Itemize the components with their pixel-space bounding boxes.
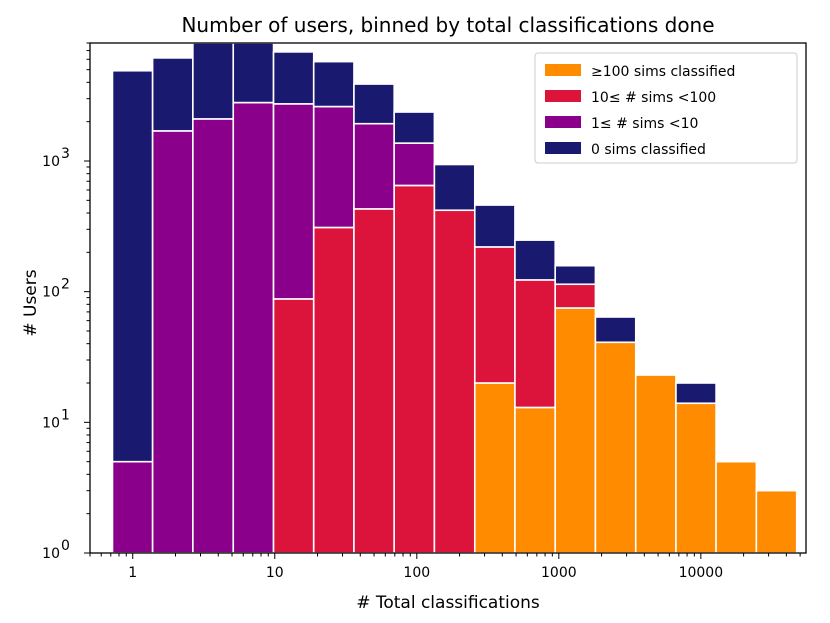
y-tick-exponent: 2 bbox=[61, 277, 70, 293]
bar-s1-b9 bbox=[473, 246, 516, 384]
bar-s1-b10 bbox=[514, 279, 557, 409]
legend-swatch bbox=[545, 142, 581, 154]
bar-s3-b5 bbox=[312, 60, 355, 108]
legend-label: 10≤ # sims <100 bbox=[591, 90, 716, 106]
bar-s0-b16 bbox=[755, 489, 798, 554]
legend-swatch bbox=[545, 90, 581, 102]
legend-label: ≥100 sims classified bbox=[591, 64, 735, 80]
y-tick-label: 10 bbox=[42, 415, 60, 431]
y-tick-exponent: 0 bbox=[61, 538, 70, 554]
y-tick-label: 10 bbox=[42, 154, 60, 170]
bar-s3-b7 bbox=[393, 111, 436, 144]
chart-title: Number of users, binned by total classif… bbox=[181, 13, 714, 37]
legend-label: 1≤ # sims <10 bbox=[591, 116, 698, 132]
bar-s1-b7 bbox=[393, 184, 436, 554]
bar-s2-b1 bbox=[151, 130, 194, 554]
bar-s1-b5 bbox=[312, 226, 355, 554]
x-tick-label: 10 bbox=[266, 565, 284, 581]
bar-s3-b1 bbox=[151, 57, 194, 132]
bar-s2-b0 bbox=[111, 460, 154, 554]
bar-s3-b12 bbox=[594, 316, 637, 344]
y-tick-label: 10 bbox=[42, 285, 60, 301]
bar-s2-b5 bbox=[312, 105, 355, 229]
y-axis-label: # Users bbox=[21, 269, 41, 336]
y-tick-exponent: 1 bbox=[61, 407, 70, 423]
bar-s0-b10 bbox=[514, 406, 557, 554]
bar-s2-b2 bbox=[192, 118, 235, 554]
bar-s0-b12 bbox=[594, 341, 637, 554]
x-tick-label: 10000 bbox=[679, 565, 724, 581]
bar-s2-b7 bbox=[393, 142, 436, 187]
x-tick-label: 1 bbox=[128, 565, 137, 581]
bar-s0-b14 bbox=[675, 402, 717, 554]
legend-swatch bbox=[545, 116, 581, 128]
legend: ≥100 sims classified 10≤ # sims <100 1≤ # … bbox=[534, 52, 798, 164]
bar-s3-b6 bbox=[353, 83, 395, 125]
x-axis-label: # Total classifications bbox=[356, 593, 540, 613]
bar-s3-b3 bbox=[232, 42, 275, 104]
legend-label: 0 sims classified bbox=[591, 142, 706, 158]
x-tick-label: 1000 bbox=[541, 565, 577, 581]
bar-s3-b4 bbox=[272, 51, 315, 105]
legend-swatch bbox=[545, 64, 581, 76]
bar-s3-b14 bbox=[675, 382, 717, 405]
bar-s3-b0 bbox=[111, 69, 154, 463]
bar-s3-b11 bbox=[554, 264, 597, 286]
bar-s1-b4 bbox=[272, 298, 315, 554]
bar-s0-b13 bbox=[634, 374, 677, 554]
bar-s1-b6 bbox=[353, 208, 395, 554]
bar-s2-b4 bbox=[272, 103, 315, 300]
bar-s0-b9 bbox=[473, 382, 516, 554]
y-tick-label: 10 bbox=[42, 546, 60, 562]
bar-s2-b6 bbox=[353, 122, 395, 210]
x-axis: 1 10 100 1000 10000 bbox=[89, 553, 801, 581]
bars-layer bbox=[111, 42, 798, 554]
x-tick-label: 100 bbox=[403, 565, 430, 581]
bar-s0-b15 bbox=[715, 460, 758, 554]
y-tick-exponent: 3 bbox=[61, 146, 70, 162]
bar-s3-b9 bbox=[473, 204, 516, 248]
legend-box bbox=[534, 52, 798, 164]
bar-s3-b10 bbox=[514, 239, 557, 281]
bar-s2-b3 bbox=[232, 101, 275, 554]
bar-s1-b8 bbox=[433, 209, 476, 554]
bar-s3-b8 bbox=[433, 163, 476, 212]
bar-s0-b11 bbox=[554, 307, 597, 554]
bar-s3-b2 bbox=[192, 42, 235, 120]
bar-s1-b11 bbox=[554, 283, 597, 309]
